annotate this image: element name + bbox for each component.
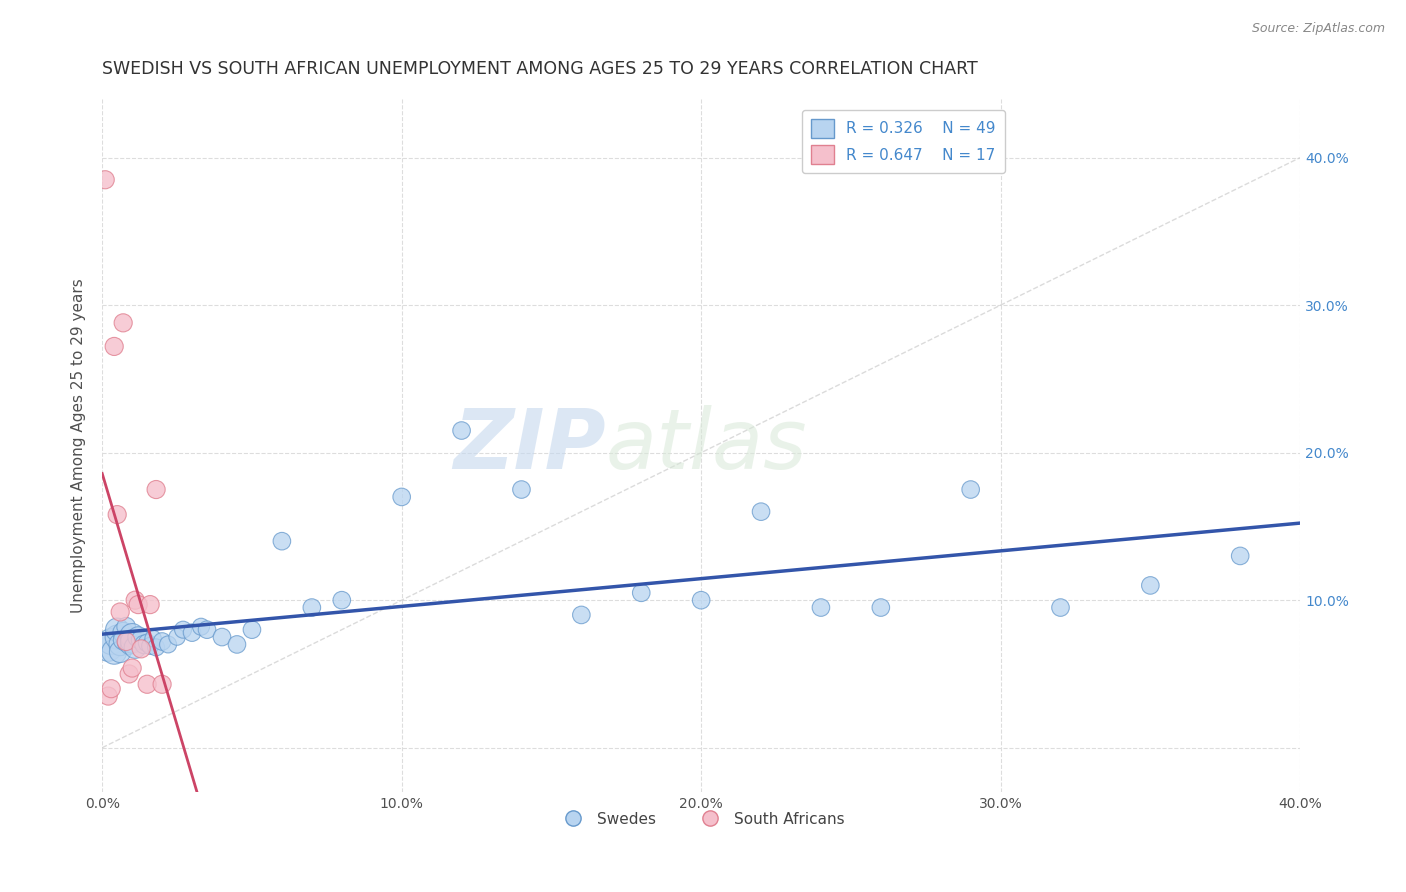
Point bbox=[211, 630, 233, 644]
Text: atlas: atlas bbox=[606, 405, 807, 486]
Point bbox=[145, 640, 167, 655]
Point bbox=[115, 636, 138, 650]
Point bbox=[118, 639, 141, 653]
Text: SWEDISH VS SOUTH AFRICAN UNEMPLOYMENT AMONG AGES 25 TO 29 YEARS CORRELATION CHAR: SWEDISH VS SOUTH AFRICAN UNEMPLOYMENT AM… bbox=[103, 60, 979, 78]
Point bbox=[301, 600, 323, 615]
Point bbox=[330, 593, 353, 607]
Point bbox=[108, 645, 131, 659]
Point bbox=[510, 483, 533, 497]
Point bbox=[391, 490, 413, 504]
Text: Source: ZipAtlas.com: Source: ZipAtlas.com bbox=[1251, 22, 1385, 36]
Point bbox=[100, 634, 122, 648]
Point bbox=[690, 593, 713, 607]
Point bbox=[190, 620, 212, 634]
Point bbox=[118, 632, 141, 646]
Legend: Swedes, South Africans: Swedes, South Africans bbox=[551, 805, 851, 833]
Point bbox=[145, 483, 167, 497]
Point bbox=[226, 637, 249, 651]
Point bbox=[450, 424, 472, 438]
Point bbox=[115, 634, 138, 648]
Point bbox=[150, 677, 173, 691]
Point bbox=[181, 625, 204, 640]
Point bbox=[157, 637, 180, 651]
Point bbox=[139, 598, 162, 612]
Point bbox=[869, 600, 891, 615]
Point bbox=[115, 620, 138, 634]
Point bbox=[1139, 578, 1161, 592]
Point bbox=[124, 640, 146, 655]
Point bbox=[810, 600, 832, 615]
Point bbox=[112, 633, 135, 648]
Point bbox=[108, 637, 131, 651]
Point bbox=[112, 316, 135, 330]
Point bbox=[129, 641, 152, 656]
Point bbox=[1229, 549, 1251, 563]
Point bbox=[108, 605, 131, 619]
Point bbox=[121, 629, 143, 643]
Y-axis label: Unemployment Among Ages 25 to 29 years: Unemployment Among Ages 25 to 29 years bbox=[72, 278, 86, 613]
Point bbox=[240, 623, 263, 637]
Point bbox=[959, 483, 981, 497]
Point bbox=[103, 645, 125, 659]
Point bbox=[118, 667, 141, 681]
Text: ZIP: ZIP bbox=[453, 405, 606, 486]
Point bbox=[94, 172, 117, 186]
Point bbox=[127, 630, 149, 644]
Point bbox=[100, 681, 122, 696]
Point bbox=[136, 677, 159, 691]
Point bbox=[103, 339, 125, 353]
Point bbox=[1049, 600, 1071, 615]
Point bbox=[121, 661, 143, 675]
Point bbox=[105, 623, 128, 637]
Point bbox=[134, 637, 156, 651]
Point bbox=[121, 634, 143, 648]
Point bbox=[630, 586, 652, 600]
Point bbox=[136, 636, 159, 650]
Point bbox=[172, 623, 194, 637]
Point bbox=[124, 593, 146, 607]
Point bbox=[142, 632, 165, 646]
Point bbox=[166, 630, 188, 644]
Point bbox=[749, 505, 772, 519]
Point bbox=[270, 534, 292, 549]
Point bbox=[105, 630, 128, 644]
Point bbox=[195, 623, 218, 637]
Point bbox=[97, 640, 120, 655]
Point bbox=[150, 634, 173, 648]
Point bbox=[129, 633, 152, 648]
Point bbox=[139, 639, 162, 653]
Point bbox=[105, 508, 128, 522]
Point bbox=[127, 598, 149, 612]
Point bbox=[112, 625, 135, 640]
Point bbox=[569, 607, 592, 622]
Point bbox=[97, 689, 120, 703]
